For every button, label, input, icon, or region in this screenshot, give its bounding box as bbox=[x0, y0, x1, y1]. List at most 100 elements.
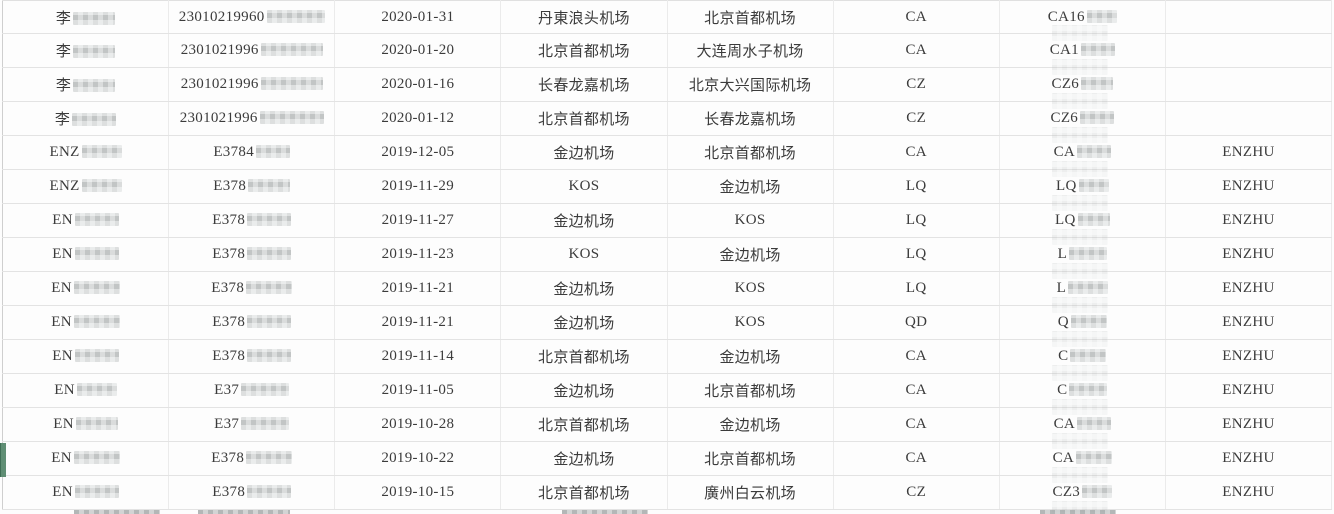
cell-arrival-airport[interactable]: 北京首都机场 bbox=[667, 135, 834, 170]
cell-flight-number[interactable]: CA bbox=[999, 441, 1166, 476]
table-row[interactable]: EN E378 2019-10-22 金边机场 北京首都机场 CA CA ENZHU bbox=[2, 441, 1333, 476]
cell-flight-number[interactable]: CA1 bbox=[999, 33, 1166, 68]
table-row[interactable]: EN E378 2019-11-14 北京首都机场 金边机场 CA C ENZHU bbox=[2, 339, 1333, 374]
cell-departure-airport[interactable]: 北京首都机场 bbox=[500, 33, 668, 68]
cell-arrival-airport[interactable]: 北京首都机场 bbox=[667, 373, 834, 408]
cell-flight-number[interactable]: LQ bbox=[999, 169, 1166, 204]
cell-arrival-airport[interactable]: 北京首都机场 bbox=[667, 0, 834, 34]
cell-name[interactable]: EN bbox=[2, 237, 170, 272]
cell-date[interactable]: 2020-01-31 bbox=[334, 0, 502, 34]
cell-date[interactable]: 2020-01-12 bbox=[334, 101, 502, 136]
cell-name[interactable]: 李 bbox=[2, 67, 170, 102]
cell-id-number[interactable]: E378 bbox=[168, 237, 336, 272]
cell-arrival-airport[interactable]: 北京大兴国际机场 bbox=[667, 67, 834, 102]
cell-arrival-airport[interactable]: 金边机场 bbox=[667, 237, 834, 272]
cell-airline-code[interactable]: CA bbox=[833, 407, 1000, 442]
cell-name[interactable]: 李 bbox=[2, 101, 170, 136]
cell-name[interactable]: 李 bbox=[2, 0, 170, 34]
cell-date[interactable]: 2019-11-05 bbox=[334, 373, 502, 408]
cell-date[interactable]: 2020-01-20 bbox=[334, 33, 502, 68]
table-row[interactable]: ENZ E378 2019-11-29 KOS 金边机场 LQ LQ ENZHU bbox=[2, 169, 1333, 204]
cell-date[interactable]: 2019-11-21 bbox=[334, 305, 502, 340]
cell-name[interactable]: EN bbox=[2, 271, 170, 306]
cell-date[interactable]: 2019-11-23 bbox=[334, 237, 502, 272]
cell-name[interactable]: ENZ bbox=[2, 169, 170, 204]
cell-arrival-airport[interactable]: 大连周水子机场 bbox=[667, 33, 834, 68]
cell-passenger-tag[interactable]: ENZHU bbox=[1165, 407, 1333, 442]
cell-arrival-airport[interactable]: 金边机场 bbox=[667, 169, 834, 204]
cell-id-number[interactable]: 23010219960 bbox=[168, 0, 336, 34]
cell-passenger-tag[interactable]: ENZHU bbox=[1165, 441, 1333, 476]
table-row[interactable]: EN E378 2019-11-23 KOS 金边机场 LQ L ENZHU bbox=[2, 237, 1333, 272]
cell-passenger-tag[interactable] bbox=[1165, 67, 1333, 102]
table-row[interactable]: 李 2301021996 2020-01-12 北京首都机场 长春龙嘉机场 CZ CZ6 bbox=[2, 101, 1333, 136]
cell-airline-code[interactable]: CZ bbox=[833, 475, 1000, 510]
cell-name[interactable]: 李 bbox=[2, 33, 170, 68]
cell-id-number[interactable]: E37 bbox=[168, 407, 336, 442]
table-row[interactable]: EN E378 2019-10-15 北京首都机场 廣州白云机场 CZ CZ3 ENZHU bbox=[2, 475, 1333, 510]
cell-flight-number[interactable]: LQ bbox=[999, 203, 1166, 238]
cell-airline-code[interactable]: CZ bbox=[833, 67, 1000, 102]
table-row[interactable]: EN E378 2019-11-21 金边机场 KOS LQ L ENZHU bbox=[2, 271, 1333, 306]
cell-id-number[interactable]: 2301021996 bbox=[168, 33, 336, 68]
cell-id-number[interactable]: E3784 bbox=[168, 135, 336, 170]
cell-arrival-airport[interactable]: KOS bbox=[667, 305, 834, 340]
cell-name[interactable]: EN bbox=[2, 305, 170, 340]
cell-departure-airport[interactable]: 北京首都机场 bbox=[500, 101, 668, 136]
cell-date[interactable]: 2019-12-05 bbox=[334, 135, 502, 170]
cell-date[interactable]: 2019-10-28 bbox=[334, 407, 502, 442]
cell-passenger-tag[interactable]: ENZHU bbox=[1165, 305, 1333, 340]
cell-arrival-airport[interactable]: KOS bbox=[667, 203, 834, 238]
cell-date[interactable]: 2019-10-15 bbox=[334, 475, 502, 510]
table-row[interactable]: 李 2301021996 2020-01-16 长春龙嘉机场 北京大兴国际机场 CZ CZ6 bbox=[2, 67, 1333, 102]
cell-id-number[interactable]: 2301021996 bbox=[168, 67, 336, 102]
cell-name[interactable]: ENZ bbox=[2, 135, 170, 170]
cell-passenger-tag[interactable]: ENZHU bbox=[1165, 373, 1333, 408]
cell-airline-code[interactable]: CA bbox=[833, 135, 1000, 170]
cell-flight-number[interactable]: CA bbox=[999, 407, 1166, 442]
cell-name[interactable]: EN bbox=[2, 339, 170, 374]
cell-flight-number[interactable]: L bbox=[999, 237, 1166, 272]
table-row[interactable]: EN E37 2019-11-05 金边机场 北京首都机场 CA C ENZHU bbox=[2, 373, 1333, 408]
table-row[interactable]: 李 2301021996 2020-01-20 北京首都机场 大连周水子机场 CA CA1 bbox=[2, 33, 1333, 68]
table-row[interactable]: EN E37 2019-10-28 北京首都机场 金边机场 CA CA ENZHU bbox=[2, 407, 1333, 442]
table-row[interactable]: EN E378 2019-11-27 金边机场 KOS LQ LQ ENZHU bbox=[2, 203, 1333, 238]
cell-departure-airport[interactable]: 金边机场 bbox=[500, 373, 668, 408]
cell-departure-airport[interactable]: 金边机场 bbox=[500, 203, 668, 238]
cell-airline-code[interactable]: CA bbox=[833, 373, 1000, 408]
cell-airline-code[interactable]: CZ bbox=[833, 101, 1000, 136]
cell-airline-code[interactable]: QD bbox=[833, 305, 1000, 340]
cell-name[interactable]: EN bbox=[2, 407, 170, 442]
cell-airline-code[interactable]: CA bbox=[833, 339, 1000, 374]
cell-date[interactable]: 2019-11-27 bbox=[334, 203, 502, 238]
cell-airline-code[interactable]: LQ bbox=[833, 271, 1000, 306]
cell-airline-code[interactable]: CA bbox=[833, 0, 1000, 34]
cell-airline-code[interactable]: LQ bbox=[833, 237, 1000, 272]
table-row[interactable]: EN E378 2019-11-21 金边机场 KOS QD Q ENZHU bbox=[2, 305, 1333, 340]
cell-name[interactable]: EN bbox=[2, 441, 170, 476]
cell-passenger-tag[interactable] bbox=[1165, 33, 1333, 68]
cell-passenger-tag[interactable]: ENZHU bbox=[1165, 203, 1333, 238]
cell-departure-airport[interactable]: KOS bbox=[500, 169, 668, 204]
cell-date[interactable]: 2019-10-22 bbox=[334, 441, 502, 476]
cell-id-number[interactable]: E378 bbox=[168, 271, 336, 306]
cell-flight-number[interactable]: CA16 bbox=[999, 0, 1166, 34]
cell-flight-number[interactable]: CZ6 bbox=[999, 101, 1166, 136]
cell-passenger-tag[interactable]: ENZHU bbox=[1165, 169, 1333, 204]
cell-passenger-tag[interactable]: ENZHU bbox=[1165, 339, 1333, 374]
cell-name[interactable]: EN bbox=[2, 475, 170, 510]
cell-departure-airport[interactable]: KOS bbox=[500, 237, 668, 272]
cell-departure-airport[interactable]: 北京首都机场 bbox=[500, 475, 668, 510]
cell-passenger-tag[interactable]: ENZHU bbox=[1165, 271, 1333, 306]
cell-passenger-tag[interactable]: ENZHU bbox=[1165, 237, 1333, 272]
cell-departure-airport[interactable]: 丹東浪头机场 bbox=[500, 0, 668, 34]
cell-id-number[interactable]: E37 bbox=[168, 373, 336, 408]
cell-arrival-airport[interactable]: KOS bbox=[667, 271, 834, 306]
cell-flight-number[interactable]: CA bbox=[999, 135, 1166, 170]
cell-id-number[interactable]: E378 bbox=[168, 475, 336, 510]
cell-id-number[interactable]: E378 bbox=[168, 169, 336, 204]
cell-name[interactable]: EN bbox=[2, 203, 170, 238]
cell-passenger-tag[interactable] bbox=[1165, 0, 1333, 34]
cell-departure-airport[interactable]: 金边机场 bbox=[500, 305, 668, 340]
cell-name[interactable]: EN bbox=[2, 373, 170, 408]
